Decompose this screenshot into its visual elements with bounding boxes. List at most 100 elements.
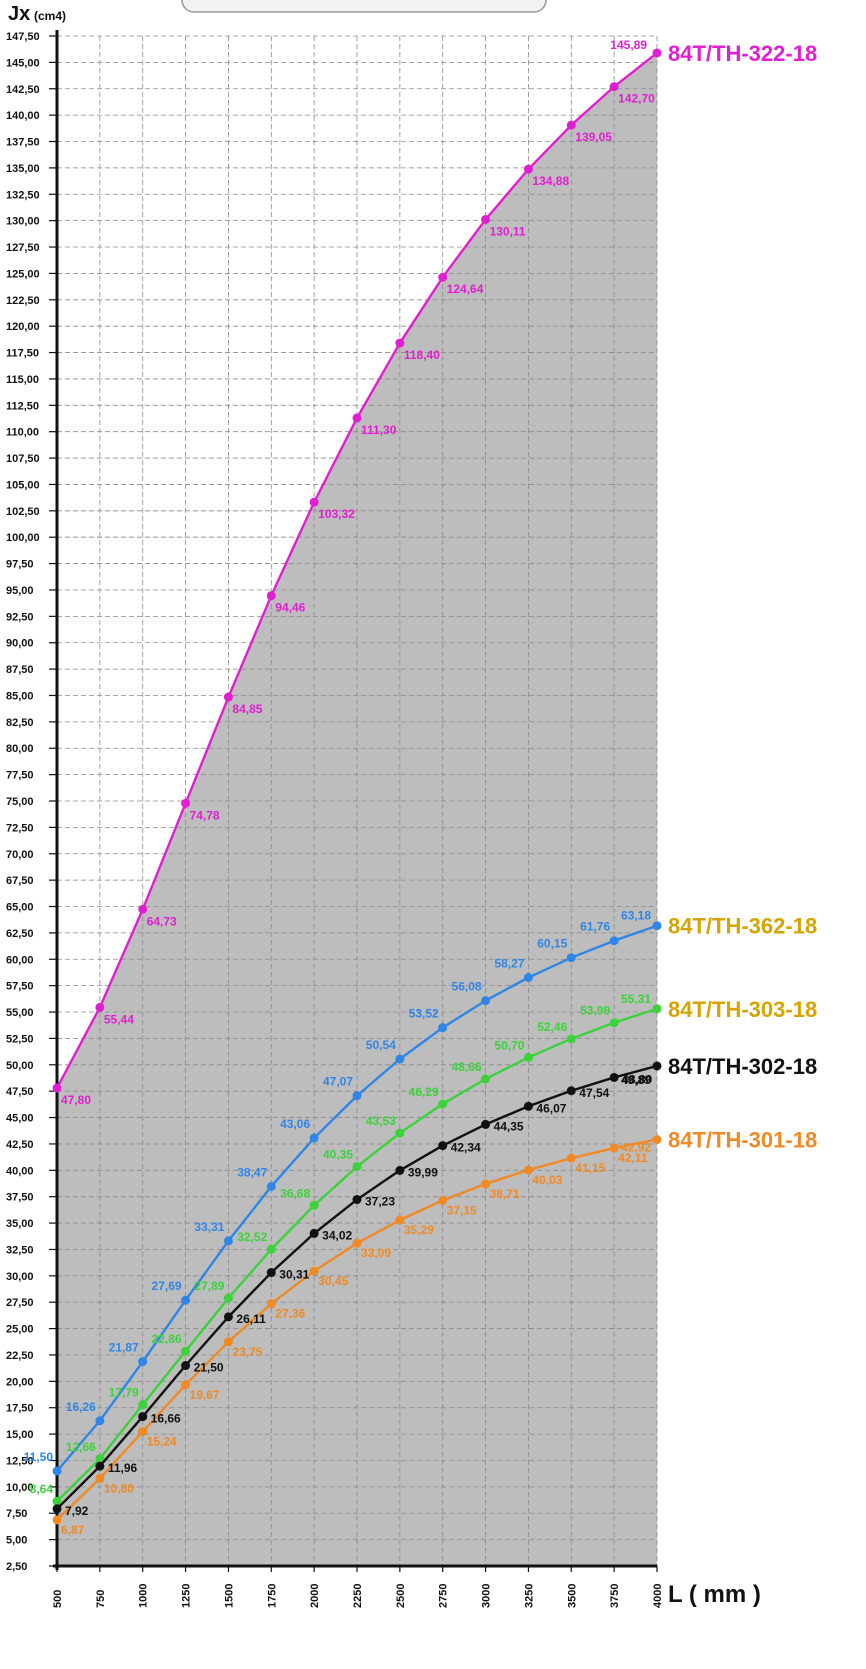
data-label: 53,99	[580, 1004, 610, 1018]
data-label: 27,36	[275, 1307, 305, 1321]
data-label: 35,29	[404, 1223, 434, 1237]
data-label: 58,27	[494, 957, 524, 971]
data-point	[438, 1195, 448, 1205]
data-label: 46,29	[409, 1085, 439, 1099]
y-tick-label: 142,50	[6, 84, 40, 96]
data-label: 16,66	[151, 1412, 181, 1426]
data-label: 34,02	[322, 1228, 352, 1242]
data-label: 55,44	[104, 1012, 134, 1026]
data-point	[138, 1412, 148, 1422]
y-tick-label: 127,50	[6, 242, 40, 254]
y-tick-label: 67,50	[6, 875, 34, 887]
y-tick-label: 57,50	[6, 981, 34, 993]
data-point	[266, 1268, 276, 1278]
data-label: 52,46	[537, 1020, 567, 1034]
data-point	[309, 1266, 319, 1276]
data-point	[652, 48, 662, 58]
y-tick-label: 50,00	[6, 1060, 34, 1072]
data-point	[95, 1461, 105, 1471]
x-tick-label: 1750	[266, 1584, 278, 1608]
series-name-label: 84T/TH-302-18	[668, 1054, 817, 1079]
data-point	[395, 1128, 405, 1138]
data-point	[352, 413, 362, 423]
data-label: 49,89	[621, 1073, 651, 1087]
data-label: 26,11	[236, 1312, 266, 1326]
y-tick-label: 132,50	[6, 189, 40, 201]
data-point	[523, 1165, 533, 1175]
data-label: 39,99	[408, 1165, 438, 1179]
data-label: 6,87	[61, 1523, 85, 1537]
y-tick-label: 30,00	[6, 1271, 34, 1283]
x-tick-label: 750	[95, 1590, 107, 1608]
data-label: 11,50	[24, 1450, 54, 1464]
data-label: 47,07	[323, 1075, 353, 1089]
y-tick-label: 70,00	[6, 849, 34, 861]
data-point	[481, 214, 491, 224]
data-point	[223, 1293, 233, 1303]
data-point	[223, 1236, 233, 1246]
data-point	[523, 1052, 533, 1062]
data-point	[309, 1228, 319, 1238]
data-label: 47,54	[579, 1086, 609, 1100]
data-point	[95, 1002, 105, 1012]
data-point	[566, 120, 576, 130]
series-name-label: 84T/TH-301-18	[668, 1127, 817, 1152]
x-tick-label: 2000	[309, 1584, 321, 1608]
data-label: 64,73	[147, 914, 177, 928]
data-point	[609, 1018, 619, 1028]
y-tick-label: 117,50	[6, 348, 39, 360]
data-label: 27,89	[194, 1279, 224, 1293]
data-label: 30,45	[318, 1274, 348, 1288]
x-tick-label: 1500	[223, 1584, 235, 1608]
x-tick-label: 2500	[395, 1584, 407, 1608]
y-tick-label: 97,50	[6, 559, 34, 571]
y-tick-label: 90,00	[6, 638, 34, 650]
y-tick-label: 102,50	[6, 506, 40, 518]
data-label: 42,34	[451, 1141, 481, 1155]
data-label: 23,75	[232, 1345, 262, 1359]
data-label: 118,40	[404, 348, 440, 362]
data-label: 130,11	[490, 224, 526, 238]
series-lines	[52, 48, 662, 1525]
data-label: 63,18	[621, 909, 651, 923]
data-point	[52, 1466, 62, 1476]
data-point	[181, 1361, 191, 1371]
data-label: 7,92	[65, 1504, 89, 1518]
data-point	[481, 1179, 491, 1189]
data-label: 41,15	[575, 1161, 605, 1175]
data-label: 47,80	[61, 1093, 91, 1107]
data-label: 53,52	[409, 1007, 439, 1021]
y-tick-label: 87,50	[6, 664, 34, 676]
data-point	[352, 1238, 362, 1248]
data-label: 17,79	[109, 1386, 139, 1400]
data-point	[609, 936, 619, 946]
data-point	[52, 1515, 62, 1525]
data-point	[138, 1357, 148, 1367]
x-tick-label: 1250	[181, 1584, 193, 1608]
data-labels: 47,80 55,44 64,73 74,78 84,85 94,46 103,32 111,…	[24, 38, 656, 1537]
data-label: 37,15	[447, 1203, 477, 1217]
y-tick-label: 130,00	[6, 216, 40, 228]
y-tick-label: 72,50	[6, 822, 34, 834]
series-name-label: 84T/TH-362-18	[668, 914, 817, 939]
data-label: 19,67	[190, 1388, 220, 1402]
x-tick-label: 3500	[566, 1584, 578, 1608]
y-tick-label: 100,00	[6, 532, 40, 544]
y-axis-ticks: 2,50 5,00 7,50 10,00 12,50 15,00 17,50 20,00 22,…	[6, 31, 57, 1573]
data-point	[652, 921, 662, 931]
data-point	[438, 272, 448, 282]
data-point	[566, 953, 576, 963]
data-point	[566, 1086, 576, 1096]
y-tick-label: 60,00	[6, 954, 34, 966]
grid	[56, 35, 658, 1567]
data-point	[181, 1346, 191, 1356]
data-point	[352, 1091, 362, 1101]
data-label: 46,07	[536, 1101, 566, 1115]
x-tick-label: 3000	[481, 1584, 493, 1608]
y-tick-label: 140,00	[6, 110, 40, 122]
x-tick-label: 3750	[609, 1584, 621, 1608]
y-tick-label: 105,00	[6, 479, 40, 491]
y-axis-title: Jx	[8, 3, 30, 25]
data-point	[395, 1215, 405, 1225]
data-label: 30,31	[279, 1268, 309, 1282]
